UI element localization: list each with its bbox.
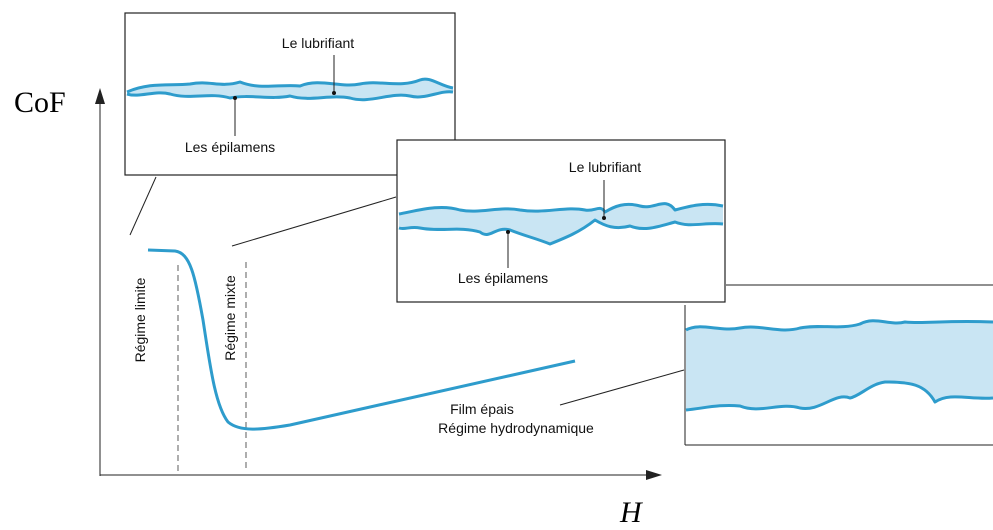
regime-label: Régime mixte xyxy=(222,275,238,361)
y-arrow xyxy=(95,88,105,104)
inset-label: Le lubrifiant xyxy=(282,35,354,51)
x-label: H xyxy=(619,496,644,529)
inset-label: Le lubrifiant xyxy=(569,159,641,175)
inset xyxy=(684,284,993,446)
inset: Le lubrifiant Les épilamens xyxy=(396,139,726,303)
regime-label: Film épais xyxy=(450,401,514,417)
connector xyxy=(231,196,397,247)
x-arrow xyxy=(646,470,662,480)
regime-label: Régime hydrodynamique xyxy=(438,420,594,436)
y-label: CoF xyxy=(14,86,66,119)
regime-label: Régime limite xyxy=(132,277,148,362)
connector xyxy=(559,369,685,406)
curve xyxy=(147,248,576,431)
inset-label: Les épilamens xyxy=(185,139,275,155)
inset-label: Les épilamens xyxy=(458,270,548,286)
connector xyxy=(129,176,157,236)
